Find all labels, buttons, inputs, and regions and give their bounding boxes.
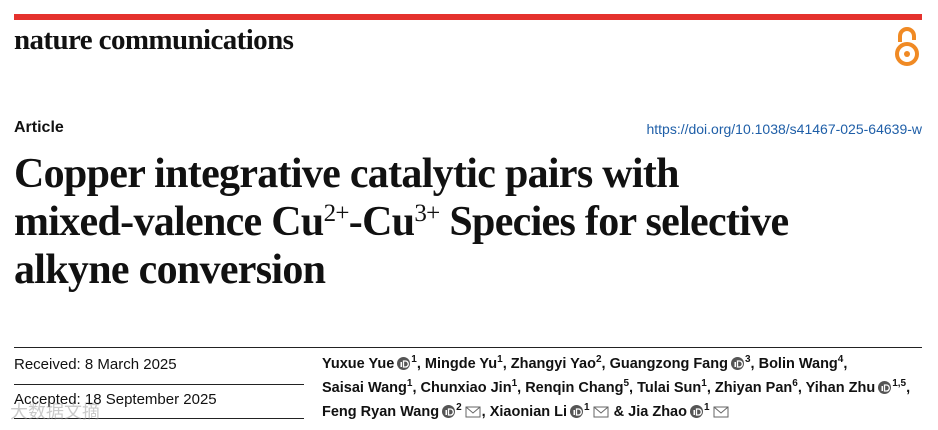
- journal-name: nature communications: [14, 24, 294, 56]
- author: Yihan Zhu 1,5,: [805, 378, 911, 396]
- doi-link[interactable]: https://doi.org/10.1038/s41467-025-64639…: [646, 121, 922, 137]
- author-separator: &: [613, 404, 625, 420]
- orcid-icon: [442, 405, 456, 418]
- author-name: Saisai Wang: [322, 380, 407, 396]
- author-separator: ,: [601, 356, 606, 372]
- author: Xiaonian Li 1: [489, 402, 610, 420]
- top-bar: [14, 14, 922, 20]
- orcid-icon: [570, 405, 584, 418]
- author-name: Yihan Zhu: [805, 380, 876, 396]
- author-affiliation: 2: [456, 402, 462, 414]
- author-separator: ,: [517, 380, 522, 396]
- author-separator: ,: [481, 404, 486, 420]
- author: Renqin Chang5,: [525, 378, 634, 396]
- author-separator: ,: [416, 356, 421, 372]
- author-list: Yuxue Yue 1, Mingde Yu1, Zhangyi Yao2, Gu…: [322, 352, 922, 424]
- author-separator: ,: [502, 356, 507, 372]
- title-superscript: 3+: [414, 200, 440, 227]
- email-icon: [593, 406, 609, 418]
- author-name: Tulai Sun: [637, 380, 702, 396]
- author-affiliation: 1,5: [892, 378, 907, 390]
- rule: [14, 347, 922, 348]
- author-name: Guangzong Fang: [609, 356, 728, 372]
- title-text: Species for selective: [439, 199, 789, 245]
- author: Jia Zhao 1: [628, 402, 729, 420]
- title-superscript: 2+: [323, 200, 350, 227]
- author: Saisai Wang1,: [322, 378, 417, 396]
- watermark: 大数据文摘: [10, 402, 100, 422]
- author-affiliation: 1: [703, 402, 710, 414]
- author: Chunxiao Jin1,: [420, 378, 522, 396]
- author-separator: ,: [412, 380, 417, 396]
- author: Zhangyi Yao2,: [510, 354, 606, 372]
- article-type: Article: [14, 119, 64, 136]
- received-date: Received: 8 March 2025: [14, 356, 177, 373]
- orcid-icon: [689, 405, 703, 418]
- author: Feng Ryan Wang 2,: [322, 402, 486, 420]
- author-affiliation: 4: [837, 354, 844, 366]
- author-affiliation: 2: [595, 354, 602, 366]
- author-name: Feng Ryan Wang: [322, 404, 440, 420]
- author: Guangzong Fang 3,: [609, 354, 755, 372]
- rule: [14, 384, 304, 385]
- rule: [14, 418, 304, 419]
- author-name: Chunxiao Jin: [420, 380, 512, 396]
- orcid-icon: [878, 381, 892, 394]
- open-access-icon: [895, 27, 919, 66]
- author-affiliation: 1: [406, 378, 413, 390]
- email-icon: [465, 406, 481, 418]
- author-name: Jia Zhao: [628, 404, 687, 420]
- author-affiliation: 5: [623, 378, 630, 390]
- author-name: Bolin Wang: [758, 356, 838, 372]
- article-title: Copper integrative catalytic pairs with m…: [14, 150, 789, 294]
- author-separator: ,: [629, 380, 634, 396]
- author-name: Renqin Chang: [525, 380, 624, 396]
- author-affiliation: 1: [497, 354, 503, 366]
- orcid-icon: [730, 357, 744, 370]
- author: Yuxue Yue 1,: [322, 354, 421, 372]
- title-text: mixed-valence Cu: [14, 199, 324, 245]
- author-affiliation: 1: [584, 402, 590, 414]
- accepted-date: Accepted: 18 September 2025: [14, 391, 217, 408]
- author-affiliation: 1: [511, 378, 518, 390]
- author: Mingde Yu1,: [424, 354, 507, 372]
- title-text: -Cu: [348, 199, 415, 245]
- title-line: alkyne conversion: [14, 246, 788, 294]
- author-name: Zhangyi Yao: [510, 356, 596, 372]
- author-name: Xiaonian Li: [489, 404, 568, 420]
- author-name: Mingde Yu: [424, 356, 498, 372]
- title-line: mixed-valence Cu2+-Cu3+ Species for sele…: [14, 198, 789, 246]
- author: Bolin Wang4,: [758, 354, 848, 372]
- author-separator: ,: [906, 380, 911, 396]
- author: Zhiyan Pan6,: [714, 378, 802, 396]
- author-separator: ,: [843, 356, 848, 372]
- author-name: Yuxue Yue: [322, 356, 395, 372]
- email-icon: [713, 406, 729, 418]
- author-separator: ,: [797, 380, 802, 396]
- title-text: Copper integrative catalytic pairs with: [14, 151, 680, 197]
- author-affiliation: 1: [411, 354, 417, 366]
- author-affiliation: 3: [744, 354, 751, 366]
- title-line: Copper integrative catalytic pairs with: [14, 150, 788, 198]
- author-separator: ,: [750, 356, 755, 372]
- title-text: alkyne conversion: [14, 247, 326, 293]
- author-name: Zhiyan Pan: [714, 380, 793, 396]
- author-affiliation: 6: [792, 378, 798, 390]
- author-affiliation: 1: [701, 378, 707, 390]
- author: Tulai Sun1,: [637, 378, 711, 396]
- orcid-icon: [397, 357, 411, 370]
- author-separator: ,: [706, 380, 711, 396]
